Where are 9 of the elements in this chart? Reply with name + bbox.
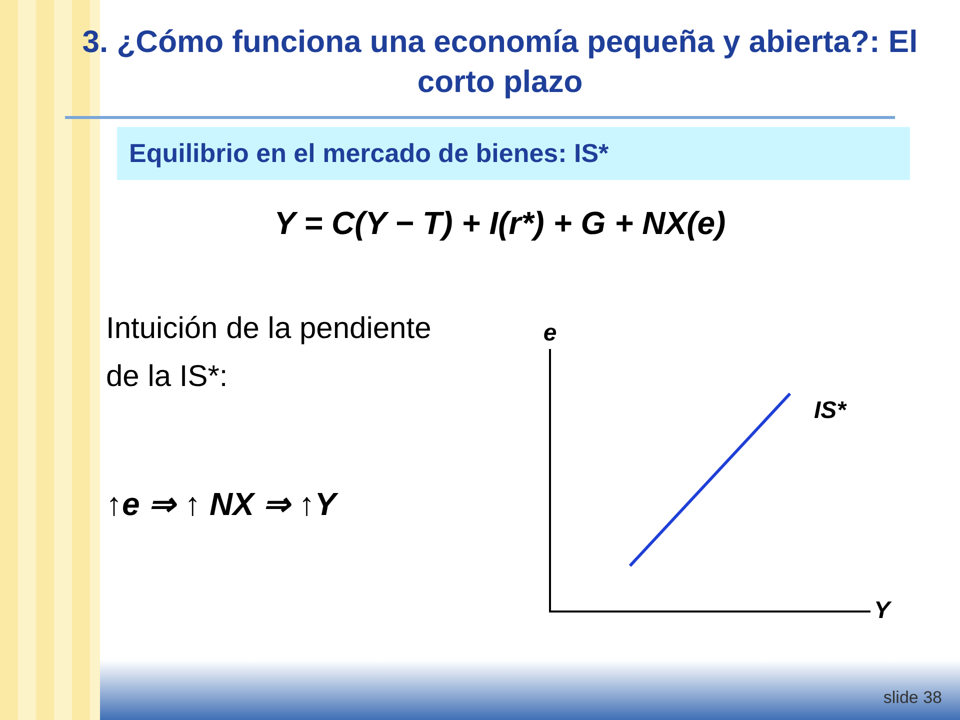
text: slide 38	[883, 688, 942, 708]
text: ↑e ⇒ ↑ NX ⇒ ↑Y	[106, 485, 336, 523]
chart-subtitle: Equilibrio en el mercado de bienes: IS*	[117, 127, 910, 180]
x-axis-title: Y	[874, 597, 892, 624]
chart-title: 3. ¿Cómo funciona una economía pequeña y abierta?: El corto plazo	[81, 23, 919, 101]
text: Intuición de la pendiente de la IS*:	[106, 311, 432, 395]
y-axis-title: e	[543, 320, 557, 347]
text: Y = C(Y − T) + I(r*) + G + NX(e)	[273, 205, 727, 242]
series-label: IS*	[814, 397, 848, 424]
